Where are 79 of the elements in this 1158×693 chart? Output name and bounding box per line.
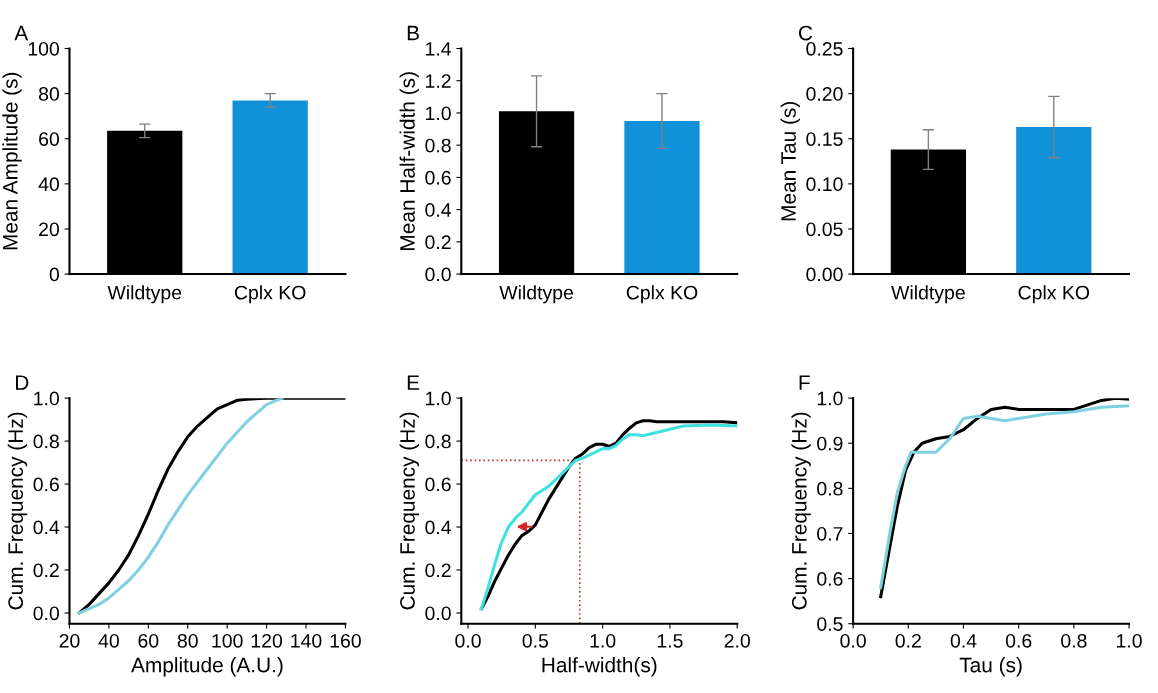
y-tick-label: 0.15 (806, 132, 843, 146)
y-axis-title: Mean Amplitude (s) (2, 72, 22, 250)
y-axis-title: Cum. Frequency (Hz) (7, 412, 28, 610)
y-tick-label: 0.2 (425, 563, 451, 578)
x-tick-label: Wildtype (891, 285, 965, 304)
y-tick-label: 0.8 (425, 138, 451, 153)
y-axis-title: Cum. Frequency (Hz) (791, 412, 811, 610)
chart-title: C (798, 25, 813, 41)
y-tick-label: 0.2 (425, 235, 451, 250)
x-tick-label: 0.2 (895, 633, 921, 648)
x-tick-label: 0.0 (840, 633, 866, 648)
y-tick-label: 1.0 (426, 106, 451, 121)
y-tick-label: 0.6 (425, 170, 451, 185)
y-tick-label: 0.6 (425, 477, 451, 492)
chart-title: A (14, 25, 29, 41)
y-tick-label: 60 (39, 132, 59, 146)
y-tick-label: 0.8 (33, 434, 59, 449)
y-tick-label: 0.25 (806, 41, 843, 56)
y-tick-label: 100 (28, 41, 59, 56)
y-tick-label: 0.20 (806, 87, 843, 101)
y-tick-label: 0.4 (425, 520, 452, 535)
y-tick-label: 0.8 (425, 434, 451, 449)
y-axis-title: Mean Tau (s) (780, 101, 800, 221)
y-tick-label: 0.7 (817, 526, 843, 541)
x-axis-title: Tau (s) (959, 657, 1022, 677)
x-tick-label: 40 (98, 633, 119, 648)
x-tick-label: 0.0 (455, 633, 481, 648)
y-tick-label: 0.6 (33, 477, 59, 492)
x-tick-label: Cplx KO (1018, 285, 1090, 304)
y-axis-title: Mean Half-width (s) (399, 72, 419, 250)
x-tick-label: 0.4 (950, 633, 977, 648)
y-tick-label: 0.4 (33, 520, 60, 535)
chart-title: E (407, 375, 420, 390)
x-tick-label: 60 (138, 633, 159, 648)
y-tick-label: 0.05 (806, 222, 843, 237)
y-tick-label: 0.5 (817, 617, 843, 631)
x-tick-label: 0.8 (1061, 633, 1087, 648)
y-tick-label: 0.8 (817, 481, 843, 496)
y-tick-label: 1.0 (817, 391, 843, 406)
x-tick-label: Cplx KO (234, 285, 306, 304)
y-tick-label: 0.9 (817, 436, 843, 451)
y-tick-label: 40 (38, 177, 59, 192)
x-tick-label: 1.5 (657, 634, 683, 648)
x-tick-label: 20 (59, 633, 80, 648)
y-axis-title: Cum. Frequency (Hz) (399, 412, 419, 610)
x-axis-title: Amplitude (A.U.) (131, 657, 283, 677)
chart-title: B (407, 25, 419, 41)
y-tick-label: 0.0 (33, 606, 59, 621)
y-tick-label: 0.00 (806, 267, 843, 282)
y-tick-label: 0.0 (425, 606, 451, 621)
line-series (77, 398, 284, 615)
y-tick-label: 0.4 (425, 203, 452, 217)
x-axis-title: Half-width(s) (542, 657, 657, 677)
x-tick-label: 0.6 (1005, 633, 1032, 648)
y-tick-label: 1.0 (426, 391, 451, 406)
x-tick-label: 2.0 (724, 633, 750, 648)
y-tick-label: 0.10 (806, 177, 843, 192)
chart-title: D (16, 375, 29, 390)
x-tick-label: Wildtype (499, 285, 573, 304)
x-tick-label: 1.0 (1117, 633, 1142, 648)
x-tick-label: Cplx KO (626, 285, 698, 304)
x-tick-label: 100 (212, 633, 243, 648)
y-tick-label: 0 (49, 267, 59, 282)
y-tick-label: 0.2 (33, 563, 59, 578)
y-tick-label: 0.6 (817, 572, 843, 586)
y-tick-label: 1.2 (426, 74, 451, 88)
chart-title: F (799, 375, 810, 390)
y-tick-label: 1.4 (426, 42, 452, 56)
x-tick-label: 80 (177, 633, 198, 648)
x-tick-label: 0.5 (522, 633, 549, 648)
x-tick-label: 140 (291, 633, 322, 648)
y-tick-label: 1.0 (34, 391, 59, 406)
x-tick-label: 1.0 (590, 633, 616, 648)
x-tick-label: 120 (251, 633, 283, 648)
y-tick-label: 20 (39, 222, 59, 237)
y-tick-label: 80 (38, 87, 59, 101)
x-tick-label: Wildtype (107, 285, 182, 304)
y-tick-label: 0.0 (425, 267, 451, 282)
x-tick-label: 160 (330, 633, 361, 648)
